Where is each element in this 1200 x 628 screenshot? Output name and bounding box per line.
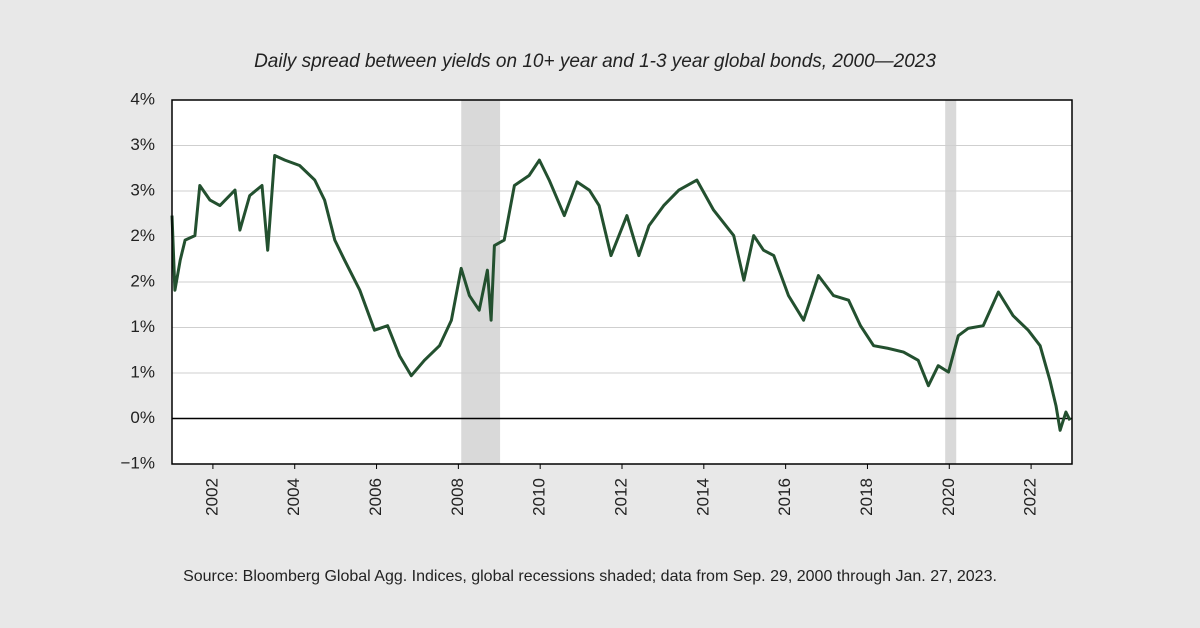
chart-title: Daily spread between yields on 10+ year … — [254, 51, 936, 72]
y-tick-label: 2% — [130, 271, 155, 290]
x-tick-label: 2004 — [284, 478, 303, 516]
y-tick-label: −1% — [121, 453, 156, 472]
y-tick-label: 4% — [130, 89, 155, 108]
x-tick-label: 2002 — [202, 478, 221, 516]
plot-border — [171, 99, 1073, 465]
x-tick-label: 2022 — [1021, 478, 1040, 516]
y-tick-label: 3% — [130, 135, 155, 154]
x-tick-label: 2008 — [448, 478, 467, 516]
y-tick-label: 1% — [130, 362, 155, 381]
y-tick-label: 3% — [130, 180, 155, 199]
x-tick-label: 2020 — [939, 478, 958, 516]
x-tick-label: 2014 — [693, 478, 712, 516]
x-tick-label: 2012 — [611, 478, 630, 516]
x-tick-label: 2018 — [857, 478, 876, 516]
x-tick-label: 2006 — [366, 478, 385, 516]
y-tick-label: 1% — [130, 317, 155, 336]
y-tick-label: 0% — [130, 408, 155, 427]
x-tick-label: 2016 — [775, 478, 794, 516]
data-line — [170, 154, 1072, 432]
y-tick-label: 2% — [130, 226, 155, 245]
x-tick-label: 2010 — [530, 478, 549, 516]
source-note: Source: Bloomberg Global Agg. Indices, g… — [183, 568, 997, 585]
